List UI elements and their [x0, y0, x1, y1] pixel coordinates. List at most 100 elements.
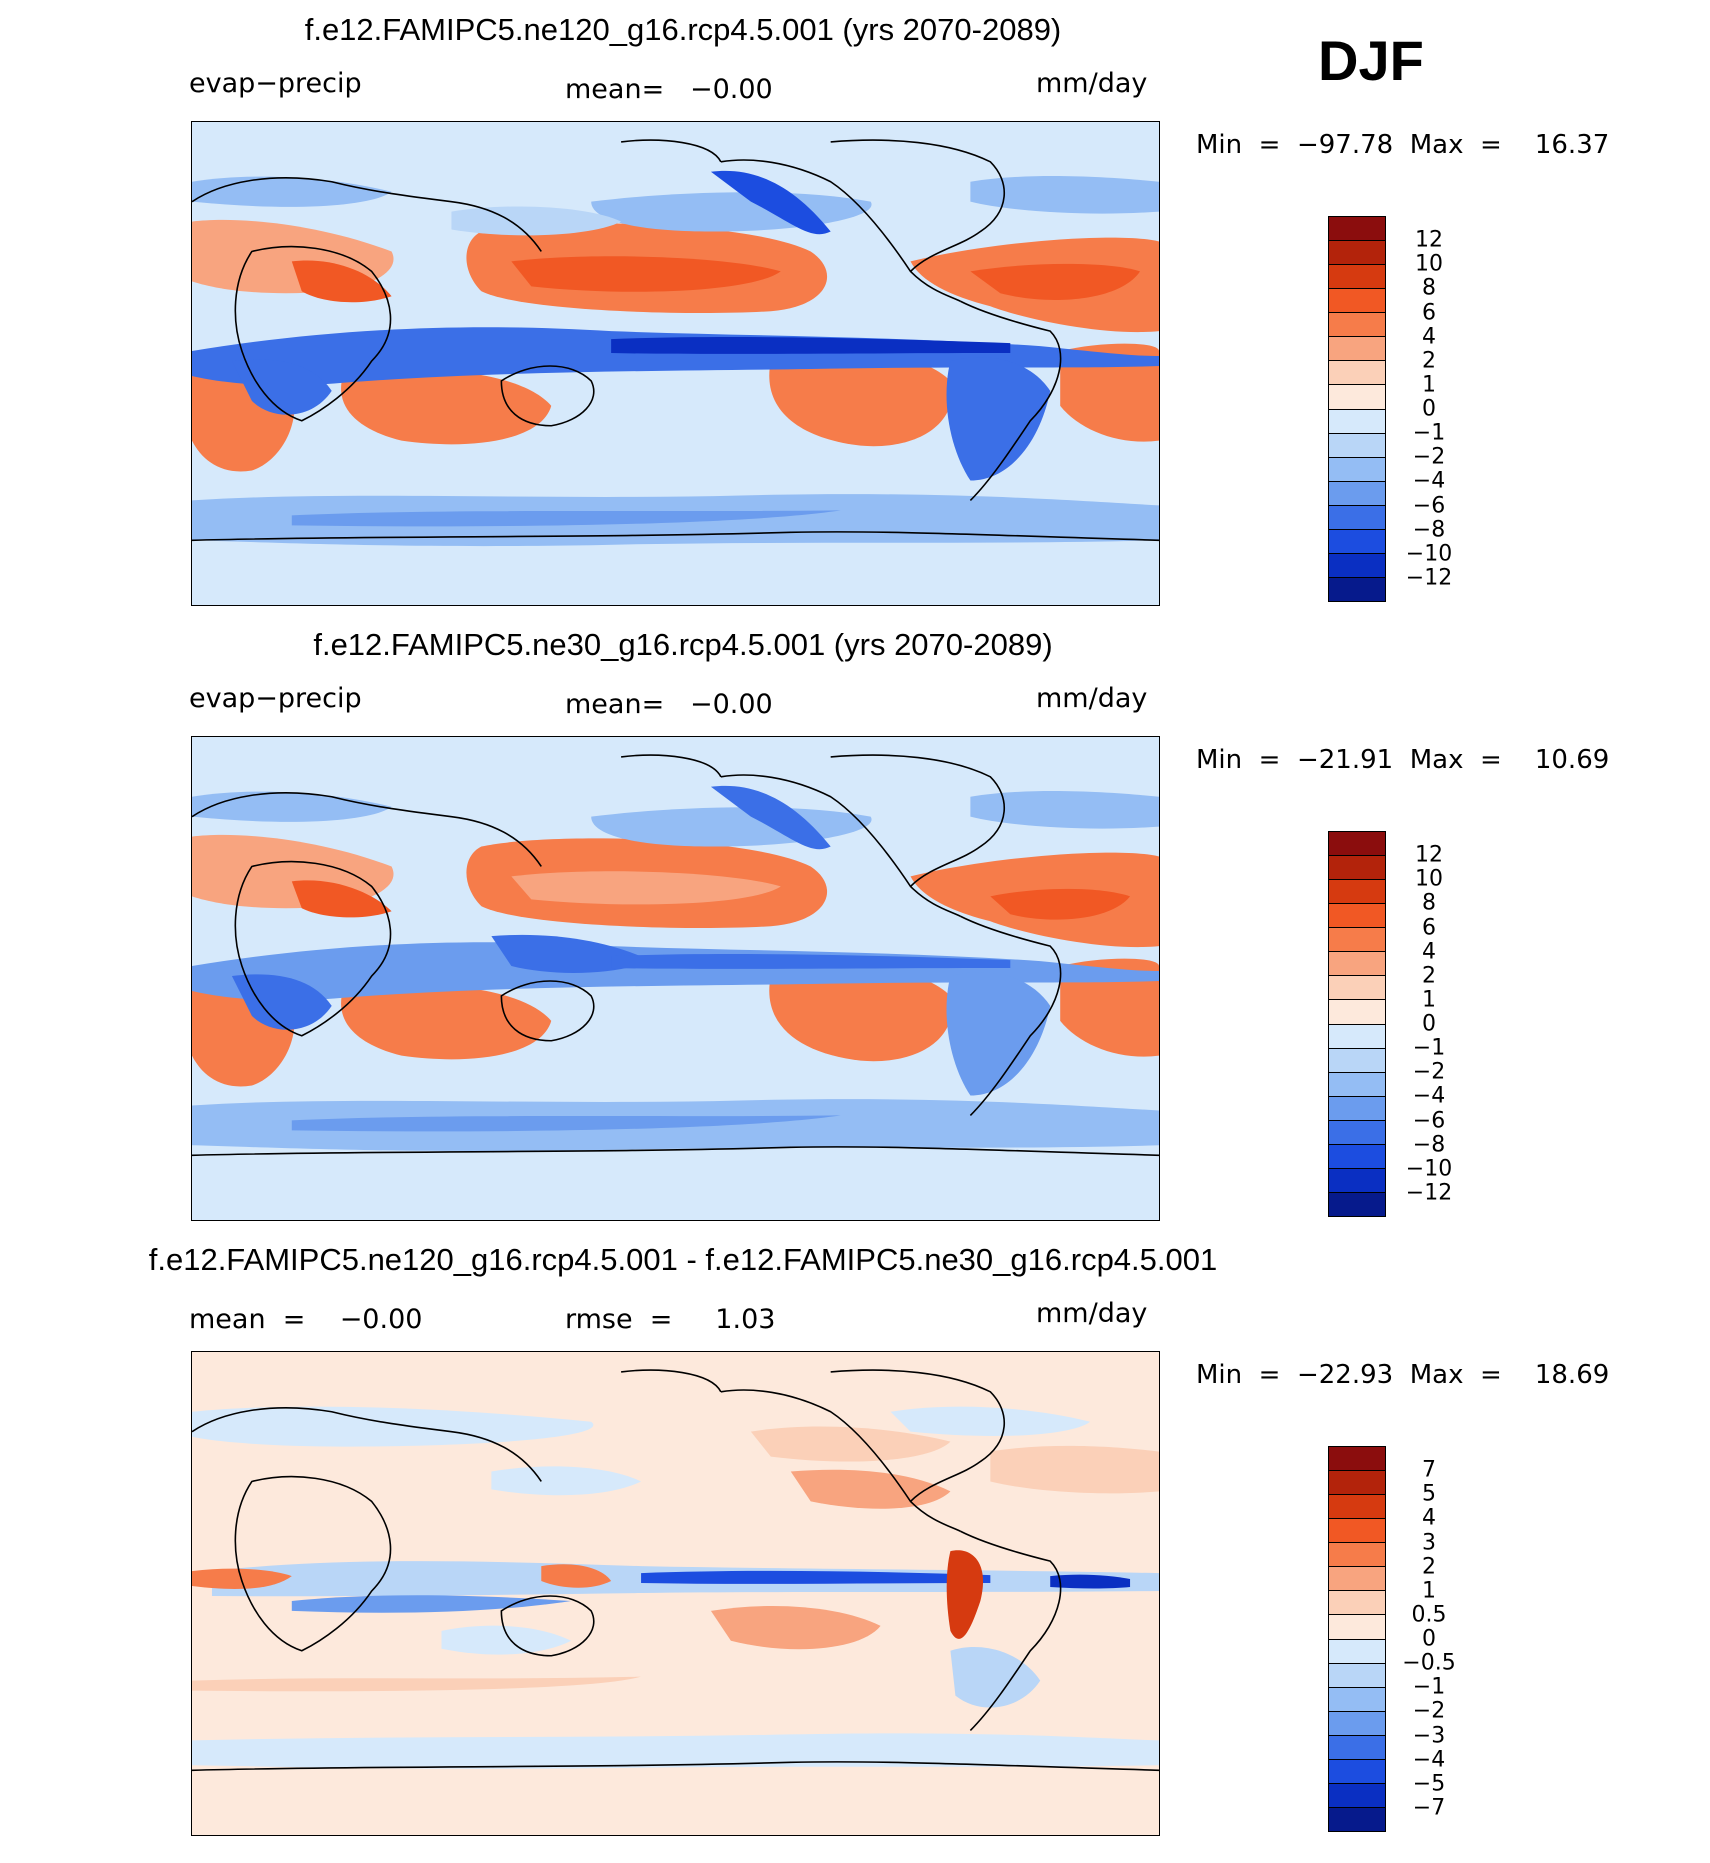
panel-3-map-graphic — [192, 1352, 1159, 1835]
colorbar-swatch — [1329, 1519, 1385, 1544]
colorbar-swatch — [1329, 1615, 1385, 1640]
colorbar-tick-label: 8 — [1422, 275, 1436, 301]
colorbar-swatch — [1329, 880, 1385, 905]
colorbar-swatch — [1329, 553, 1385, 578]
colorbar-swatch — [1329, 409, 1385, 434]
colorbar-tick-label: −4 — [1412, 468, 1446, 494]
colorbar-swatch — [1329, 1567, 1385, 1592]
colorbar-swatch — [1329, 1072, 1385, 1097]
colorbar-swatch — [1329, 1663, 1385, 1688]
colorbar-tick-label: −12 — [1405, 1180, 1453, 1206]
colorbar-swatch — [1329, 1144, 1385, 1169]
colorbar-swatch — [1329, 337, 1385, 362]
panel-1-title: f.e12.FAMIPC5.ne120_g16.rcp4.5.001 (yrs … — [304, 12, 1062, 47]
colorbar-tick-label: −0.5 — [1402, 1650, 1456, 1676]
colorbar-swatch — [1329, 952, 1385, 977]
colorbar-tick-label: 4 — [1422, 939, 1436, 965]
colorbar-tick-label: −4 — [1412, 1083, 1446, 1109]
colorbar-swatch — [1329, 1096, 1385, 1121]
panel-1-variable-label: evap−precip — [189, 68, 362, 99]
colorbar-swatch — [1329, 265, 1385, 290]
colorbar-tick-label: 2 — [1422, 348, 1436, 374]
colorbar-tick-label: 0 — [1422, 1011, 1436, 1037]
panel-2-min-max: Min = −21.91 Max = 10.69 — [1196, 745, 1610, 775]
colorbar-swatch — [1329, 976, 1385, 1001]
colorbar-swatch — [1329, 1807, 1385, 1831]
colorbar-tick-label: −8 — [1412, 517, 1446, 543]
colorbar-swatch — [1329, 1024, 1385, 1049]
panel-3-units-label: mm/day — [1036, 1298, 1148, 1329]
colorbar-swatch — [1329, 1639, 1385, 1664]
colorbar-swatch — [1329, 505, 1385, 530]
colorbar-tick-label: −12 — [1405, 565, 1453, 591]
colorbar-tick-label: 2 — [1422, 1554, 1436, 1580]
colorbar-swatch — [1329, 856, 1385, 881]
colorbar-swatch — [1329, 928, 1385, 953]
colorbar-tick-label: 4 — [1422, 324, 1436, 350]
colorbar-tick-label: −1 — [1412, 1674, 1446, 1700]
panel-2-colorbar-labels: 12 10 8 6 4 2 1 0 −1 −2 −4 −6 −8 −10 −12 — [1394, 831, 1474, 1217]
colorbar-tick-label: 3 — [1422, 1530, 1436, 1555]
panel-3-rmse-label: rmse = 1.03 — [565, 1304, 776, 1335]
colorbar-swatch — [1329, 904, 1385, 929]
panel-2-variable-label: evap−precip — [189, 683, 362, 714]
season-label: DJF — [1318, 29, 1424, 92]
colorbar-tick-label: −10 — [1405, 1156, 1453, 1182]
panel-1-map — [191, 121, 1160, 606]
panel-3-colorbar-labels: 7 5 4 3 2 1 0.5 0 −0.5 −1 −2 −3 −4 −5 −7 — [1394, 1446, 1474, 1832]
colorbar-swatch — [1329, 313, 1385, 338]
panel-3-mean-label: mean = −0.00 — [189, 1304, 423, 1335]
colorbar-swatch — [1329, 433, 1385, 458]
colorbar-tick-label: 1 — [1422, 372, 1436, 398]
colorbar-tick-label: −6 — [1412, 1108, 1446, 1133]
panel-2-mean-label: mean= −0.00 — [565, 689, 773, 720]
colorbar-swatch — [1329, 1759, 1385, 1784]
colorbar-tick-label: 4 — [1422, 1505, 1436, 1531]
colorbar-swatch — [1329, 1783, 1385, 1808]
panel-1-colorbar — [1328, 216, 1386, 602]
panel-1-mean-label: mean= −0.00 — [565, 74, 773, 105]
colorbar-swatch — [1329, 529, 1385, 554]
colorbar-swatch — [1329, 1168, 1385, 1193]
colorbar-tick-label: −1 — [1412, 1035, 1446, 1061]
colorbar-tick-label: −2 — [1412, 1059, 1446, 1085]
colorbar-tick-label: 12 — [1415, 227, 1443, 253]
colorbar-tick-label: −10 — [1405, 541, 1453, 567]
colorbar-swatch — [1329, 1447, 1385, 1472]
colorbar-tick-label: 5 — [1422, 1481, 1436, 1507]
colorbar-tick-label: −4 — [1412, 1747, 1446, 1773]
colorbar-swatch — [1329, 1495, 1385, 1520]
colorbar-swatch — [1329, 1471, 1385, 1496]
panel-2-map — [191, 736, 1160, 1221]
colorbar-swatch — [1329, 289, 1385, 314]
colorbar-swatch — [1329, 1000, 1385, 1025]
colorbar-swatch — [1329, 1192, 1385, 1216]
colorbar-tick-label: −2 — [1412, 444, 1446, 470]
colorbar-tick-label: 0 — [1422, 396, 1436, 422]
panel-1-colorbar-labels: 12 10 8 6 4 2 1 0 −1 −2 −4 −6 −8 −10 −12 — [1394, 216, 1474, 602]
colorbar-tick-label: 6 — [1422, 915, 1436, 940]
colorbar-swatch — [1329, 457, 1385, 482]
panel-1-units-label: mm/day — [1036, 68, 1148, 99]
panel-2-units-label: mm/day — [1036, 683, 1148, 714]
panel-2-map-graphic — [192, 737, 1159, 1220]
colorbar-swatch — [1329, 361, 1385, 386]
colorbar-tick-label: 0.5 — [1411, 1602, 1447, 1628]
colorbar-tick-label: −6 — [1412, 493, 1446, 518]
panel-3-colorbar — [1328, 1446, 1386, 1832]
colorbar-tick-label: 1 — [1422, 1578, 1436, 1604]
colorbar-tick-label: −8 — [1412, 1132, 1446, 1158]
panel-3-map — [191, 1351, 1160, 1836]
colorbar-swatch — [1329, 1120, 1385, 1145]
panel-1-min-max: Min = −97.78 Max = 16.37 — [1196, 130, 1610, 160]
colorbar-tick-label: −7 — [1412, 1795, 1446, 1821]
colorbar-swatch — [1329, 1735, 1385, 1760]
colorbar-swatch — [1329, 832, 1385, 857]
colorbar-swatch — [1329, 241, 1385, 266]
colorbar-tick-label: 10 — [1415, 866, 1443, 892]
colorbar-tick-label: −5 — [1412, 1771, 1446, 1797]
panel-3-min-max: Min = −22.93 Max = 18.69 — [1196, 1360, 1610, 1390]
colorbar-swatch — [1329, 1543, 1385, 1568]
colorbar-swatch — [1329, 481, 1385, 506]
colorbar-swatch — [1329, 1591, 1385, 1616]
